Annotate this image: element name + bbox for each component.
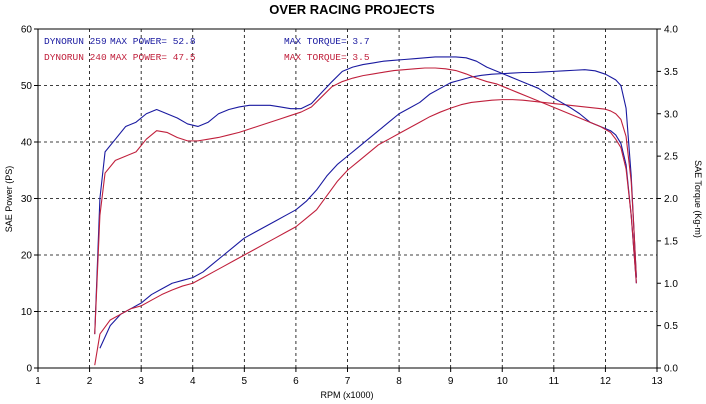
y-right-tick-label: 4.0 <box>664 25 678 36</box>
series-line-power-run-259 <box>99 69 637 349</box>
y-right-tick-label: 1.5 <box>664 236 678 247</box>
series-line-power-run-240 <box>94 99 637 366</box>
y-right-tick-label: 0.0 <box>664 364 678 375</box>
y-left-tick-label: 0 <box>26 364 32 375</box>
x-tick-label: 8 <box>396 376 402 387</box>
legend-torque-2: MAX TORQUE= 3.5 <box>284 52 370 63</box>
y-left-tick-label: 10 <box>21 307 33 318</box>
x-tick-label: 12 <box>600 376 612 387</box>
x-tick-label: 10 <box>497 376 509 387</box>
x-tick-label: 11 <box>549 376 560 387</box>
x-tick-label: 6 <box>293 376 299 387</box>
y-right-tick-label: 2.5 <box>664 152 678 163</box>
x-tick-label: 2 <box>87 376 93 387</box>
y-right-tick-label: 1.0 <box>664 279 678 290</box>
data-series <box>94 56 637 366</box>
axis-ticks: 1 2 3 4 5 6 7 8 9 10 11 12 1301020304050600.00.51.01… <box>21 25 678 388</box>
x-tick-label: 3 <box>138 376 144 387</box>
x-tick-label: 7 <box>345 376 351 387</box>
series-line-torque-run-240 <box>94 67 637 335</box>
grid <box>38 29 657 368</box>
x-tick-label: 13 <box>651 376 663 387</box>
chart-title: OVER RACING PROJECTS <box>269 2 435 17</box>
y-axis-right-label: SAE Torque (Kg-m) <box>693 160 703 238</box>
series-line-torque-run-259 <box>94 56 637 335</box>
legend-power-1: MAX POWER= 52.8 <box>110 36 196 47</box>
y-axis-left-label: SAE Power (PS) <box>4 166 14 233</box>
y-left-tick-label: 20 <box>21 251 33 262</box>
x-tick-label: 9 <box>448 376 454 387</box>
x-tick-label: 5 <box>242 376 248 387</box>
legend: DYNORUN 259 MAX POWER= 52.8 MAX TORQUE= … <box>44 36 370 63</box>
legend-run-2: DYNORUN 240 <box>44 52 107 63</box>
y-right-tick-label: 3.5 <box>664 67 678 78</box>
y-left-tick-label: 50 <box>21 81 33 92</box>
y-left-tick-label: 40 <box>21 138 33 149</box>
y-right-tick-label: 2.0 <box>664 194 678 205</box>
y-right-tick-label: 3.0 <box>664 109 678 120</box>
legend-power-2: MAX POWER= 47.5 <box>110 52 196 63</box>
legend-run-1: DYNORUN 259 <box>44 36 107 47</box>
y-left-tick-label: 60 <box>21 25 33 36</box>
x-tick-label: 1 <box>35 376 41 387</box>
x-axis-label: RPM (x1000) <box>320 390 373 400</box>
y-right-tick-label: 0.5 <box>664 321 678 332</box>
y-left-tick-label: 30 <box>21 194 33 205</box>
x-tick-label: 4 <box>190 376 196 387</box>
legend-torque-1: MAX TORQUE= 3.7 <box>284 36 370 47</box>
